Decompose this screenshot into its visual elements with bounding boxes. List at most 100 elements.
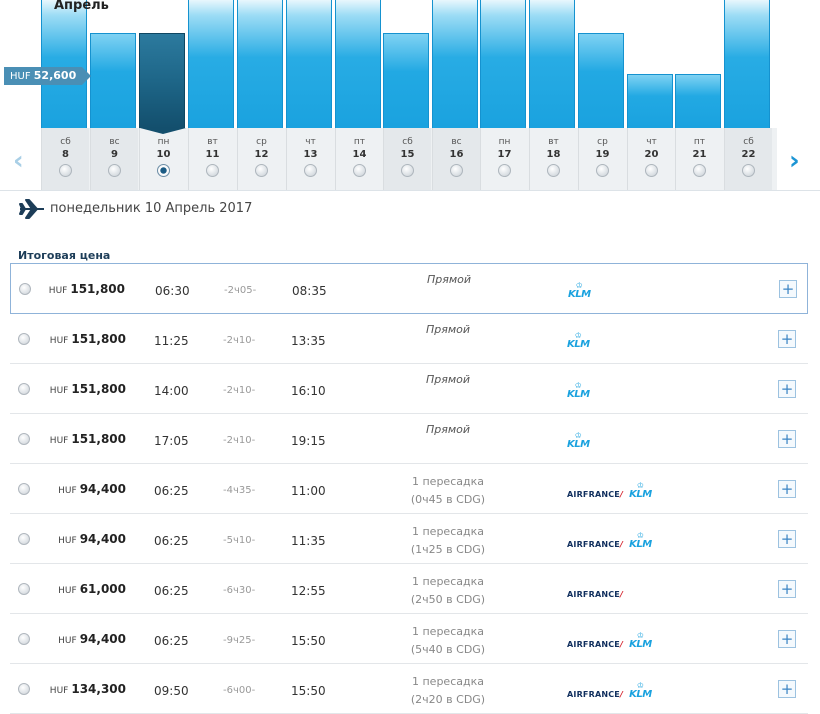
flight-row[interactable]: HUF 151,800 17:05 -2ч10- 19:15 Прямой ♔ KLM +: [10, 414, 808, 464]
flight-radio[interactable]: [18, 633, 30, 645]
price-bar[interactable]: [335, 0, 381, 128]
flight-radio[interactable]: [19, 283, 31, 295]
airline-name: AIRFRANCE: [567, 490, 620, 499]
expand-plus-button[interactable]: +: [778, 330, 796, 348]
day-radio[interactable]: [157, 164, 170, 177]
expand-plus-button[interactable]: +: [778, 480, 796, 498]
flight-radio[interactable]: [18, 333, 30, 345]
stops-label: 1 пересадка: [412, 525, 484, 538]
airline-logos: ♔ KLM: [567, 380, 590, 400]
day-radio[interactable]: [59, 164, 72, 177]
day-cell[interactable]: ср 12: [237, 128, 285, 190]
flight-price: HUF 151,800: [50, 432, 126, 446]
day-radio[interactable]: [353, 164, 366, 177]
day-number: 12: [254, 149, 269, 160]
arrival-time: 16:10: [291, 384, 326, 398]
price-bar[interactable]: [675, 74, 721, 128]
expand-plus-button[interactable]: +: [778, 530, 796, 548]
day-radio[interactable]: [742, 164, 755, 177]
currency: HUF: [49, 336, 69, 346]
flight-row[interactable]: HUF 94,400 06:25 -9ч25- 15:50 1 пересадка (5ч4…: [10, 614, 808, 664]
price-bar[interactable]: [286, 0, 332, 128]
expand-plus-button[interactable]: +: [779, 280, 797, 298]
airline-name: KLM: [567, 438, 590, 450]
airline-logos: AIRFRANCE/ ♔ KLM: [567, 530, 652, 550]
day-of-week: чт: [646, 137, 657, 147]
expand-plus-button[interactable]: +: [778, 380, 796, 398]
day-cell[interactable]: чт 20: [627, 128, 675, 190]
flight-radio[interactable]: [18, 383, 30, 395]
day-cell[interactable]: вт 11: [188, 128, 236, 190]
flight-radio[interactable]: [18, 583, 30, 595]
flight-radio[interactable]: [18, 433, 30, 445]
day-cell[interactable]: ср 19: [578, 128, 626, 190]
flight-price: HUF 94,400: [58, 632, 126, 646]
klm-logo: ♔ KLM: [629, 531, 652, 550]
flight-row[interactable]: HUF 94,400 06:25 -5ч10- 11:35 1 пересадка (1ч2…: [10, 514, 808, 564]
price-bar[interactable]: [188, 0, 234, 128]
price-bar[interactable]: [237, 0, 283, 128]
expand-plus-button[interactable]: +: [778, 430, 796, 448]
day-cell[interactable]: пн 17: [480, 128, 528, 190]
layover-detail: (2ч50 в CDG): [410, 593, 486, 606]
flight-radio[interactable]: [18, 683, 30, 695]
day-radio[interactable]: [108, 164, 121, 177]
price-bar[interactable]: [139, 33, 185, 128]
price-bar[interactable]: [529, 0, 575, 128]
chevron-right-icon[interactable]: ›: [789, 146, 800, 176]
arrival-time: 15:50: [291, 684, 326, 698]
day-cell[interactable]: пт 14: [335, 128, 383, 190]
price-bar[interactable]: [627, 74, 673, 128]
day-cell[interactable]: сб 8: [41, 128, 89, 190]
airline-name: AIRFRANCE: [567, 590, 620, 599]
price-bar[interactable]: [383, 33, 429, 128]
stops-info: Прямой: [380, 373, 516, 386]
expand-plus-button[interactable]: +: [778, 580, 796, 598]
flight-row[interactable]: HUF 151,800 06:30 -2ч05- 08:35 Прямой ♔ KLM +: [10, 263, 808, 314]
day-cell[interactable]: пн 10: [139, 128, 187, 190]
day-radio[interactable]: [498, 164, 511, 177]
day-cell[interactable]: сб 22: [724, 128, 772, 190]
day-cell[interactable]: чт 13: [286, 128, 334, 190]
day-radio[interactable]: [645, 164, 658, 177]
day-radio[interactable]: [450, 164, 463, 177]
expand-plus-button[interactable]: +: [778, 680, 796, 698]
day-cell[interactable]: вс 16: [432, 128, 480, 190]
price-bar[interactable]: [724, 0, 770, 128]
day-cell[interactable]: вт 18: [529, 128, 577, 190]
day-radio[interactable]: [401, 164, 414, 177]
day-radio[interactable]: [596, 164, 609, 177]
price-bar[interactable]: [480, 0, 526, 128]
day-radio[interactable]: [206, 164, 219, 177]
flight-row[interactable]: HUF 94,400 06:25 -4ч35- 11:00 1 пересадка (0ч4…: [10, 464, 808, 514]
arrival-time: 13:35: [291, 334, 326, 348]
day-radio[interactable]: [547, 164, 560, 177]
expand-plus-button[interactable]: +: [778, 630, 796, 648]
stops-info: Прямой: [380, 423, 516, 436]
price-bar[interactable]: [41, 0, 87, 128]
price-bar[interactable]: [432, 0, 478, 128]
day-radio[interactable]: [693, 164, 706, 177]
divider: [0, 190, 820, 191]
flight-radio[interactable]: [18, 483, 30, 495]
day-cell[interactable]: вс 9: [90, 128, 138, 190]
crown-icon: ♔: [574, 330, 582, 340]
day-radio[interactable]: [255, 164, 268, 177]
day-cell[interactable]: сб 15: [383, 128, 431, 190]
day-radio[interactable]: [304, 164, 317, 177]
flight-radio[interactable]: [18, 533, 30, 545]
klm-logo: ♔ KLM: [629, 481, 652, 500]
stops-info: 1 пересадка (0ч45 в CDG): [380, 473, 516, 509]
day-cell[interactable]: пт 21: [675, 128, 723, 190]
day-number: 8: [62, 149, 69, 160]
airline-name: KLM: [629, 538, 652, 550]
flight-row[interactable]: HUF 151,800 14:00 -2ч10- 16:10 Прямой ♔ KLM +: [10, 364, 808, 414]
flight-row[interactable]: HUF 134,300 09:50 -6ч00- 15:50 1 пересадка (2ч…: [10, 664, 808, 714]
chevron-left-icon[interactable]: ‹: [13, 146, 24, 176]
flight-row[interactable]: HUF 151,800 11:25 -2ч10- 13:35 Прямой ♔ KLM +: [10, 314, 808, 364]
flight-row[interactable]: HUF 61,000 06:25 -6ч30- 12:55 1 пересадка (2ч5…: [10, 564, 808, 614]
day-of-week: вт: [548, 137, 559, 147]
price-bar[interactable]: [578, 33, 624, 128]
price-bar[interactable]: [90, 33, 136, 128]
airline-name: KLM: [567, 338, 590, 350]
